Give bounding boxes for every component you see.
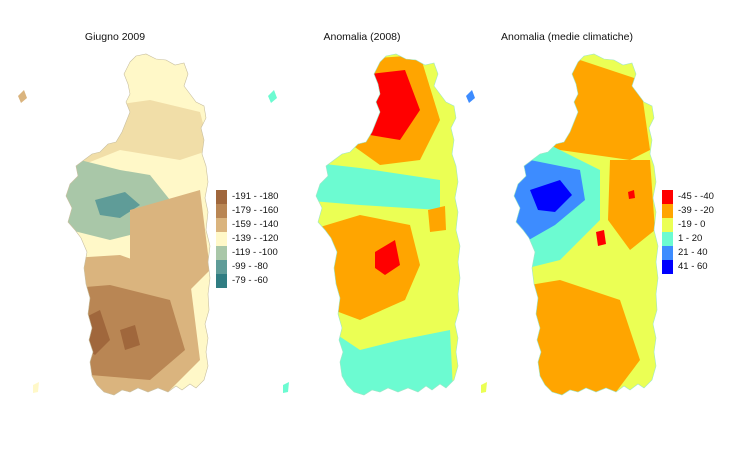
- legend-label: -79 - -60: [232, 275, 268, 286]
- legend-item: -99 - -80: [216, 260, 278, 274]
- legend-label: 1 - 20: [678, 233, 703, 244]
- map2-east-patch: [428, 206, 446, 232]
- map3-class-41-60-west: [482, 178, 498, 212]
- map-anomaly-2008: [260, 53, 461, 396]
- legend-label: -119 - -100: [232, 247, 278, 258]
- panel-title-june-2009: Giugno 2009: [84, 31, 146, 43]
- panel-title-anomaly-climate-means: Anomalia (medie climatiche): [501, 31, 633, 43]
- legend-swatch: [216, 218, 227, 232]
- map-june-2009: [18, 53, 211, 396]
- legend-item: -39 - -20: [662, 204, 714, 218]
- legend-label: -139 - -120: [232, 233, 279, 244]
- legend-item: 1 - 20: [662, 232, 714, 246]
- map2-class-45-40-center: [375, 240, 400, 275]
- legend-label: -45 - -40: [678, 191, 714, 202]
- map1-center-low: [95, 192, 140, 218]
- legend-swatch: [662, 204, 673, 218]
- legend-swatch: [216, 260, 227, 274]
- legend-item: -179 - -160: [216, 204, 278, 218]
- map1-island-asinara: [18, 90, 27, 103]
- legend-label: -191 - -180: [232, 191, 279, 202]
- legend-swatch: [662, 260, 673, 274]
- legend-item: -159 - -140: [216, 218, 278, 232]
- legend-label: 41 - 60: [678, 261, 708, 272]
- legend-june-2009: -191 - -180 -179 - -160 -159 - -140 -139 - …: [216, 190, 278, 288]
- legend-swatch: [216, 232, 227, 246]
- legend-swatch: [662, 190, 673, 204]
- legend-item: -79 - -60: [216, 274, 278, 288]
- legend-item: 21 - 40: [662, 246, 714, 260]
- map2-class-1-20-south: [316, 300, 455, 395]
- map1-class-179-160: [66, 285, 185, 380]
- legend-item: -119 - -100: [216, 246, 278, 260]
- legend-label: 21 - 40: [678, 247, 708, 258]
- legend-item: -19 - 0: [662, 218, 714, 232]
- legend-swatch: [662, 218, 673, 232]
- legend-swatch: [662, 246, 673, 260]
- map3-class-41-60: [530, 180, 572, 212]
- map3-class-45-40: [596, 230, 606, 246]
- map1-class-191-180-b: [120, 325, 140, 350]
- map3-class-45-40-b: [628, 190, 635, 199]
- legend-label: -179 - -160: [232, 205, 279, 216]
- legend-item: -45 - -40: [662, 190, 714, 204]
- legend-label: -39 - -20: [678, 205, 714, 216]
- legend-item: 41 - 60: [662, 260, 714, 274]
- map2-island-asinara: [268, 90, 277, 103]
- legend-anomaly: -45 - -40 -39 - -20 -19 - 0 1 - 20 21 - 40 41…: [662, 190, 714, 274]
- legend-swatch: [216, 274, 227, 288]
- legend-swatch: [662, 232, 673, 246]
- map2-island-sw: [283, 382, 289, 393]
- legend-label: -99 - -80: [232, 261, 268, 272]
- map3-island-asinara: [466, 90, 475, 103]
- legend-item: -139 - -120: [216, 232, 278, 246]
- map1-class-99-80: [30, 175, 65, 220]
- map1-island-sw: [33, 382, 39, 393]
- map1-class-79-60: [45, 180, 58, 208]
- legend-swatch: [216, 190, 227, 204]
- map-anomaly-climate-means: [466, 53, 659, 396]
- map2-class-1-20-nw: [260, 100, 310, 180]
- legend-item: -191 - -180: [216, 190, 278, 204]
- legend-label: -159 - -140: [232, 219, 279, 230]
- map3-island-sw: [481, 382, 487, 393]
- map3-class-39-20-east: [608, 160, 655, 250]
- legend-label: -19 - 0: [678, 219, 706, 230]
- legend-swatch: [216, 204, 227, 218]
- panel-title-anomaly-2008: Anomalia (2008): [323, 31, 401, 43]
- legend-swatch: [216, 246, 227, 260]
